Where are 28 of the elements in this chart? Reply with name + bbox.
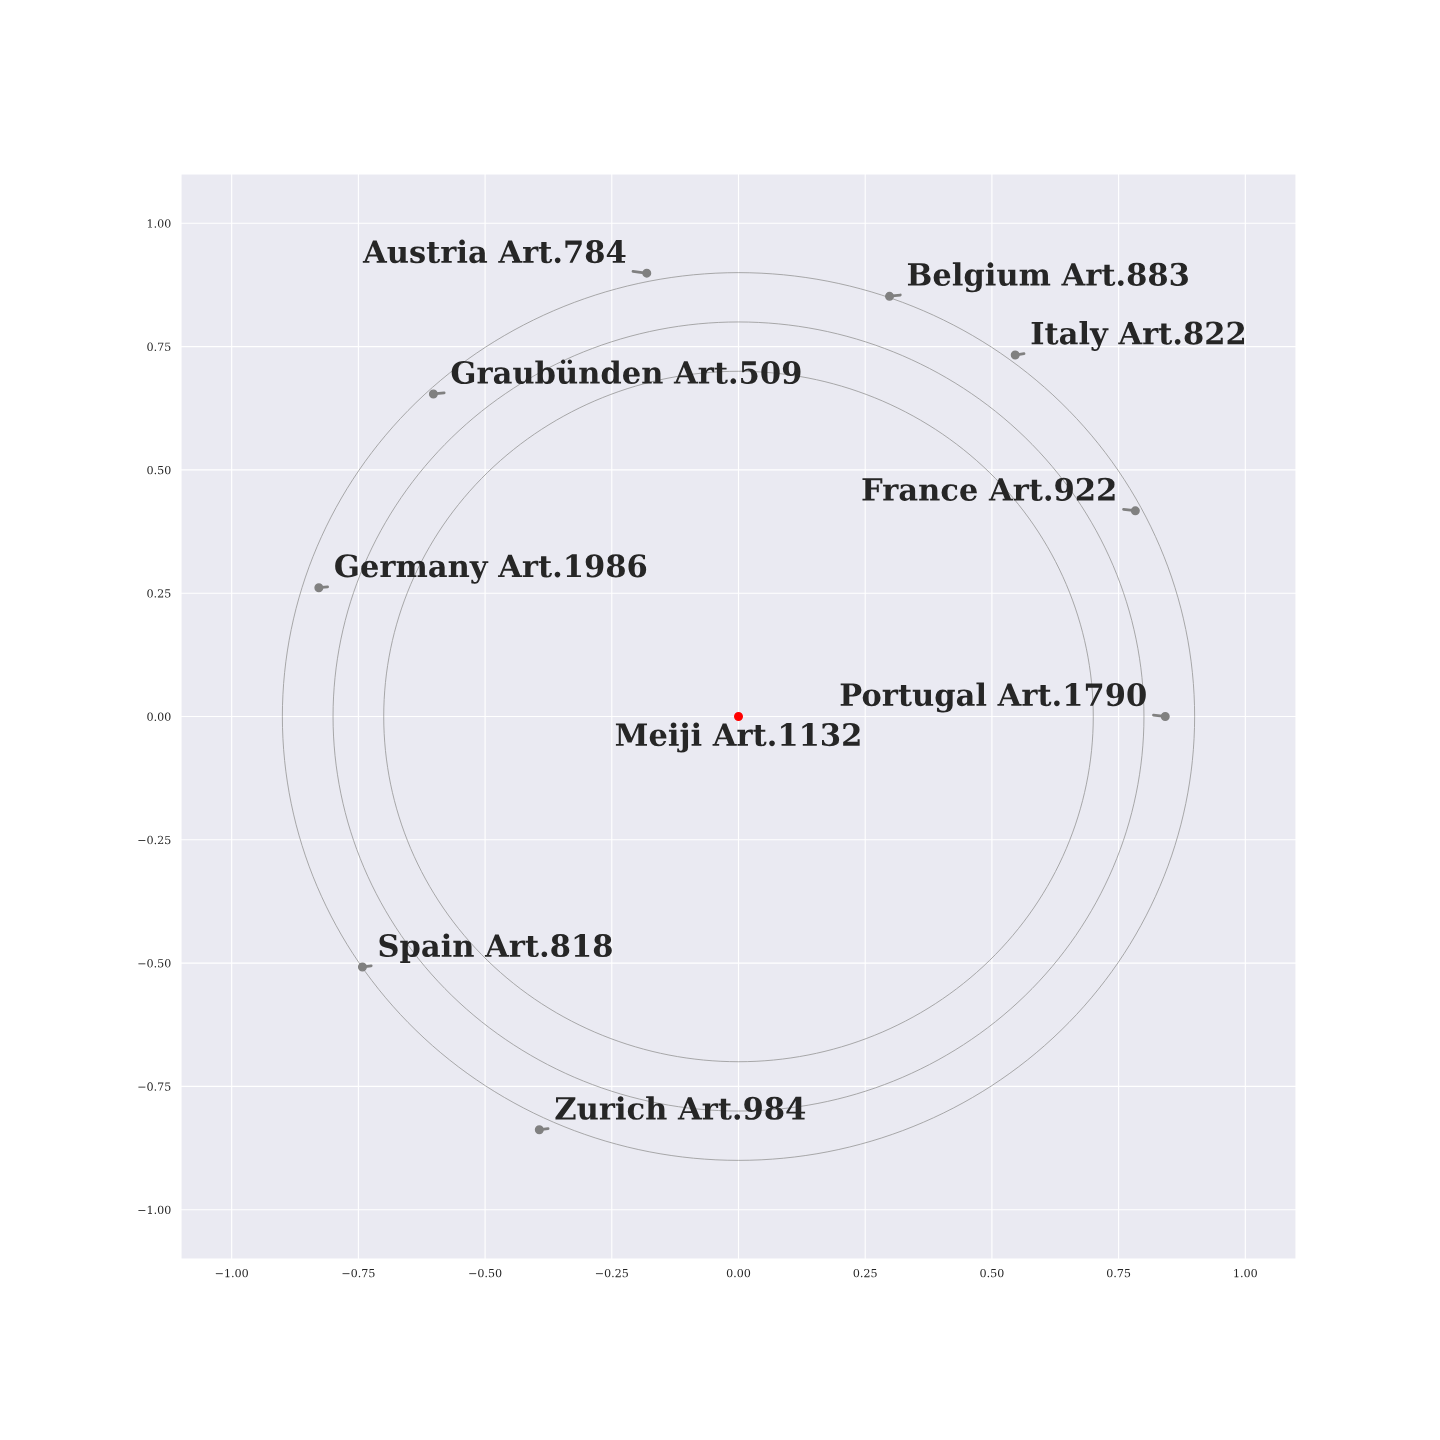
x-tick-label: −0.50 [469, 1268, 502, 1278]
x-tick-label: −0.25 [595, 1268, 628, 1278]
annotation: Austria Art.784 [362, 239, 626, 264]
x-tick-label: 0.25 [853, 1268, 877, 1278]
y-tick-label: −0.50 [138, 959, 171, 968]
x-tick-label: 1.00 [1234, 1268, 1257, 1278]
annotation: Germany Art.1986 [335, 554, 647, 584]
annotation: Zurich Art.984 [555, 1096, 806, 1120]
x-tick-label: −1.00 [215, 1268, 248, 1278]
y-tick-label: 0.25 [147, 589, 171, 598]
annotation: Graubünden Art.509 [451, 359, 801, 385]
y-tick-label: −0.75 [138, 1082, 171, 1091]
annotation: Italy Art.822 [1031, 320, 1245, 351]
annotation: Portugal Art.1790 [840, 682, 1146, 713]
x-tick-label: 0.75 [1106, 1268, 1131, 1278]
annotation: Spain Art.818 [379, 933, 612, 964]
x-tick-label: −0.75 [342, 1268, 375, 1278]
y-tick-label: 1.00 [147, 219, 171, 228]
x-tick-label: 0.50 [980, 1268, 1004, 1278]
y-tick-label: 0.50 [147, 465, 171, 475]
y-tick-label: 0.00 [147, 712, 171, 721]
y-tick-label: 0.75 [147, 342, 171, 351]
annotation: Meiji Art.1132 [615, 722, 860, 753]
x-tick-label: 0.00 [726, 1268, 751, 1278]
y-tick-label: −0.25 [138, 835, 171, 845]
y-tick-label: −1.00 [138, 1205, 171, 1215]
annotation: Belgium Art.883 [907, 262, 1188, 293]
annotation: France Art.922 [862, 477, 1115, 501]
